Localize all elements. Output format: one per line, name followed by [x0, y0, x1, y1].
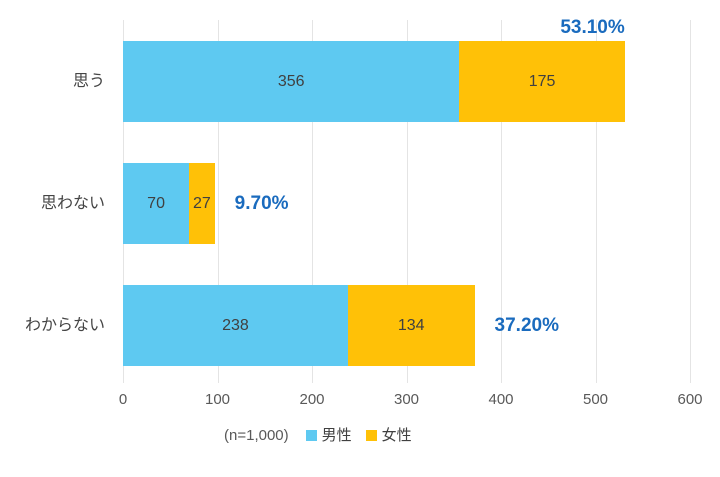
- x-tick-label: 100: [204, 391, 231, 408]
- bar-segment-male: 70: [123, 163, 190, 244]
- sample-size-note: (n=1,000): [224, 427, 289, 444]
- x-tick-label: 400: [488, 391, 514, 408]
- bar-row: 356 175: [123, 41, 625, 122]
- total-percent-label: 9.70%: [234, 192, 289, 214]
- total-percent-label: 53.10%: [560, 17, 625, 38]
- bar-value-label: 134: [397, 316, 425, 334]
- bar-row: 238 134: [123, 285, 475, 366]
- legend: (n=1,000) 男性 女性: [224, 428, 412, 443]
- category-label: 思う: [72, 72, 105, 90]
- gridline: [690, 20, 691, 383]
- x-tick-label: 300: [393, 391, 420, 408]
- gridline: [501, 20, 502, 383]
- bar-row: 70 27: [123, 163, 215, 244]
- category-label: 思わない: [40, 194, 105, 212]
- bar-value-label: 356: [277, 72, 305, 90]
- legend-label-male: 男性: [321, 427, 352, 444]
- legend-items: 男性 女性: [305, 427, 412, 444]
- x-tick-label: 200: [299, 391, 325, 408]
- x-tick-label: 500: [582, 391, 609, 408]
- bar-value-label: 238: [222, 316, 249, 334]
- legend-item-male: 男性: [305, 427, 352, 444]
- legend-swatch-female: [365, 430, 377, 441]
- gridline: [406, 20, 408, 383]
- x-tick-label: 600: [677, 391, 703, 408]
- total-percent-label: 37.20%: [494, 314, 559, 336]
- gridline: [312, 20, 313, 383]
- bar-segment-female: 27: [189, 163, 215, 244]
- bar-segment-male: 356: [123, 41, 460, 122]
- bar-value-label: 27: [192, 194, 211, 212]
- bar-segment-female: 134: [347, 285, 475, 366]
- legend-item-female: 女性: [365, 427, 412, 444]
- gridline: [595, 20, 597, 383]
- legend-label-female: 女性: [381, 427, 412, 444]
- bar-value-label: 70: [147, 194, 165, 212]
- x-tick-label: 0: [118, 391, 128, 408]
- bar-segment-female: 175: [459, 41, 625, 122]
- legend-swatch-male: [305, 430, 317, 441]
- gridline: [217, 20, 219, 383]
- category-label: わからない: [24, 316, 105, 334]
- bar-value-label: 175: [528, 72, 556, 90]
- bar-segment-male: 238: [123, 285, 348, 366]
- plot-area: 356 175 53.10% 70 27 9.70% 238 134 37.20%: [123, 17, 691, 383]
